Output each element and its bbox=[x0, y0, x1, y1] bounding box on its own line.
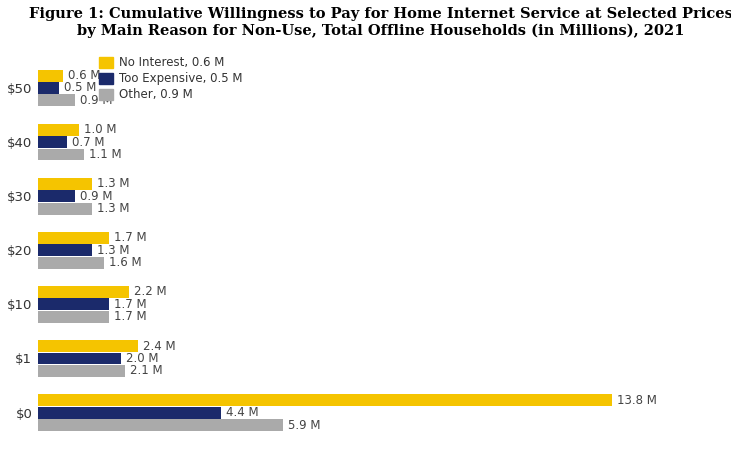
Bar bbox=[38, 82, 58, 94]
Text: 1.3 M: 1.3 M bbox=[97, 202, 129, 215]
Bar bbox=[38, 407, 221, 419]
Bar bbox=[38, 286, 129, 298]
Bar bbox=[38, 70, 63, 82]
Bar bbox=[38, 365, 125, 377]
Bar bbox=[38, 123, 80, 135]
Bar bbox=[38, 394, 612, 406]
Text: 0.9 M: 0.9 M bbox=[80, 190, 113, 203]
Text: 2.0 M: 2.0 M bbox=[126, 352, 159, 365]
Bar bbox=[38, 136, 67, 148]
Text: 2.4 M: 2.4 M bbox=[143, 340, 175, 353]
Text: 1.0 M: 1.0 M bbox=[85, 123, 117, 136]
Text: 1.1 M: 1.1 M bbox=[88, 148, 121, 161]
Text: 2.2 M: 2.2 M bbox=[135, 285, 167, 298]
Text: 13.8 M: 13.8 M bbox=[617, 394, 656, 407]
Text: 5.9 M: 5.9 M bbox=[288, 419, 321, 431]
Bar bbox=[38, 298, 109, 310]
Text: 0.7 M: 0.7 M bbox=[72, 135, 105, 149]
Text: 0.5 M: 0.5 M bbox=[64, 82, 96, 95]
Text: 1.7 M: 1.7 M bbox=[113, 231, 146, 244]
Bar bbox=[38, 353, 121, 364]
Text: 0.6 M: 0.6 M bbox=[68, 69, 100, 82]
Text: 0.9 M: 0.9 M bbox=[80, 94, 113, 107]
Bar bbox=[38, 190, 75, 202]
Bar bbox=[38, 311, 109, 323]
Bar bbox=[38, 340, 137, 352]
Text: 1.7 M: 1.7 M bbox=[113, 310, 146, 323]
Text: 4.4 M: 4.4 M bbox=[226, 406, 259, 419]
Bar bbox=[38, 95, 75, 106]
Bar bbox=[38, 149, 83, 161]
Bar bbox=[38, 203, 92, 214]
Title: Figure 1: Cumulative Willingness to Pay for Home Internet Service at Selected Pr: Figure 1: Cumulative Willingness to Pay … bbox=[29, 7, 731, 38]
Bar bbox=[38, 244, 92, 256]
Text: 1.7 M: 1.7 M bbox=[113, 298, 146, 311]
Text: 1.3 M: 1.3 M bbox=[97, 177, 129, 190]
Text: 1.3 M: 1.3 M bbox=[97, 244, 129, 257]
Bar bbox=[38, 178, 92, 190]
Legend: No Interest, 0.6 M, Too Expensive, 0.5 M, Other, 0.9 M: No Interest, 0.6 M, Too Expensive, 0.5 M… bbox=[99, 56, 242, 101]
Text: 1.6 M: 1.6 M bbox=[110, 256, 142, 269]
Text: 2.1 M: 2.1 M bbox=[130, 364, 163, 377]
Bar bbox=[38, 257, 105, 269]
Bar bbox=[38, 232, 109, 244]
Bar bbox=[38, 419, 283, 431]
